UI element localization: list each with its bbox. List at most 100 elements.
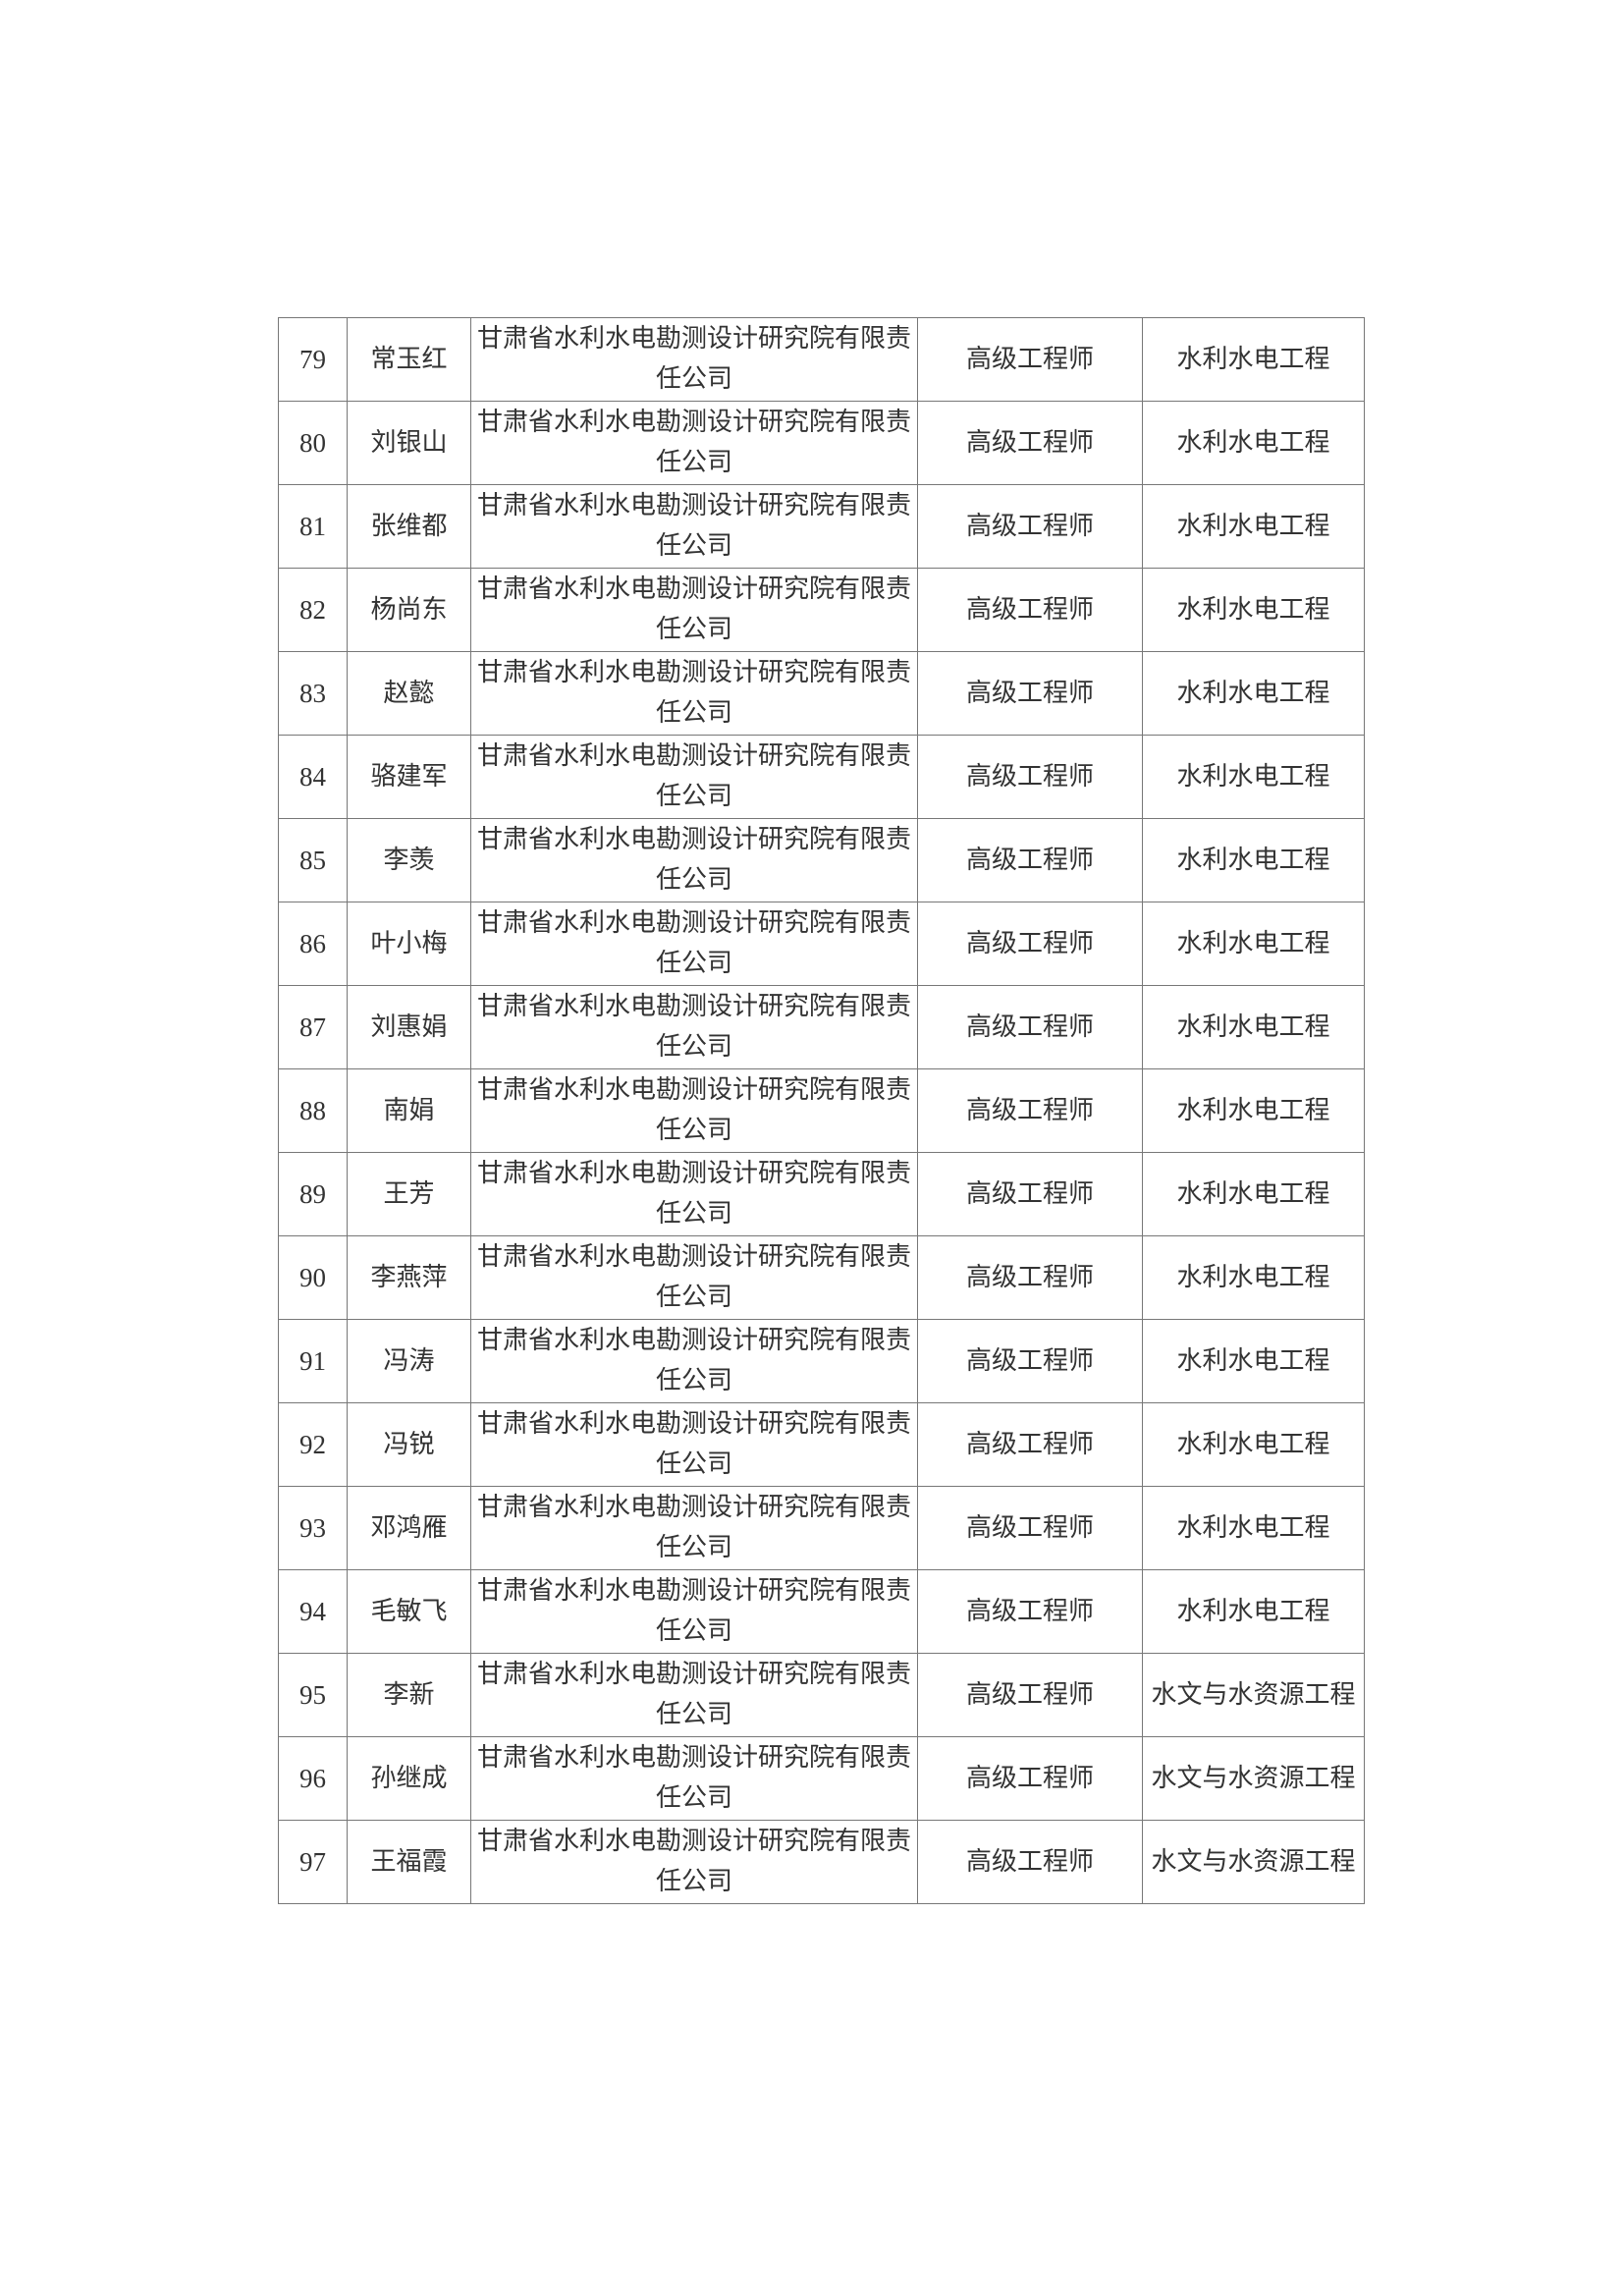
cell-major: 水利水电工程 <box>1142 985 1365 1069</box>
cell-org: 甘肃省水利水电勘测设计研究院有限责任公司 <box>470 401 918 485</box>
cell-no: 87 <box>278 985 348 1069</box>
cell-title: 高级工程师 <box>917 1736 1143 1821</box>
table-row: 92 冯锐 甘肃省水利水电勘测设计研究院有限责任公司 高级工程师 水利水电工程 <box>278 1402 1365 1487</box>
cell-name: 叶小梅 <box>347 902 471 986</box>
cell-title: 高级工程师 <box>917 1152 1143 1236</box>
table-row: 83 赵懿 甘肃省水利水电勘测设计研究院有限责任公司 高级工程师 水利水电工程 <box>278 651 1365 736</box>
cell-major: 水利水电工程 <box>1142 1152 1365 1236</box>
cell-title: 高级工程师 <box>917 568 1143 652</box>
cell-name: 王芳 <box>347 1152 471 1236</box>
cell-org: 甘肃省水利水电勘测设计研究院有限责任公司 <box>470 902 918 986</box>
cell-major: 水利水电工程 <box>1142 568 1365 652</box>
cell-major: 水文与水资源工程 <box>1142 1653 1365 1737</box>
cell-major: 水利水电工程 <box>1142 401 1365 485</box>
cell-name: 李新 <box>347 1653 471 1737</box>
cell-no: 90 <box>278 1235 348 1320</box>
cell-no: 85 <box>278 818 348 902</box>
table-row: 94 毛敏飞 甘肃省水利水电勘测设计研究院有限责任公司 高级工程师 水利水电工程 <box>278 1569 1365 1654</box>
cell-name: 南娟 <box>347 1068 471 1153</box>
cell-title: 高级工程师 <box>917 902 1143 986</box>
cell-no: 84 <box>278 735 348 819</box>
cell-name: 赵懿 <box>347 651 471 736</box>
cell-org: 甘肃省水利水电勘测设计研究院有限责任公司 <box>470 484 918 569</box>
cell-name: 杨尚东 <box>347 568 471 652</box>
cell-major: 水利水电工程 <box>1142 1235 1365 1320</box>
cell-title: 高级工程师 <box>917 735 1143 819</box>
personnel-table: 79 常玉红 甘肃省水利水电勘测设计研究院有限责任公司 高级工程师 水利水电工程 80 刘银… <box>278 317 1365 1904</box>
cell-name: 刘惠娟 <box>347 985 471 1069</box>
cell-major: 水利水电工程 <box>1142 1569 1365 1654</box>
cell-no: 96 <box>278 1736 348 1821</box>
cell-major: 水利水电工程 <box>1142 484 1365 569</box>
cell-major: 水利水电工程 <box>1142 1402 1365 1487</box>
cell-name: 孙继成 <box>347 1736 471 1821</box>
cell-no: 83 <box>278 651 348 736</box>
cell-name: 李羡 <box>347 818 471 902</box>
cell-name: 冯涛 <box>347 1319 471 1403</box>
cell-major: 水利水电工程 <box>1142 1319 1365 1403</box>
cell-title: 高级工程师 <box>917 985 1143 1069</box>
table-row: 87 刘惠娟 甘肃省水利水电勘测设计研究院有限责任公司 高级工程师 水利水电工程 <box>278 985 1365 1069</box>
cell-no: 94 <box>278 1569 348 1654</box>
cell-title: 高级工程师 <box>917 651 1143 736</box>
cell-major: 水利水电工程 <box>1142 1068 1365 1153</box>
cell-org: 甘肃省水利水电勘测设计研究院有限责任公司 <box>470 1152 918 1236</box>
cell-no: 86 <box>278 902 348 986</box>
cell-no: 88 <box>278 1068 348 1153</box>
cell-org: 甘肃省水利水电勘测设计研究院有限责任公司 <box>470 317 918 402</box>
cell-title: 高级工程师 <box>917 818 1143 902</box>
cell-org: 甘肃省水利水电勘测设计研究院有限责任公司 <box>470 1068 918 1153</box>
table-row: 82 杨尚东 甘肃省水利水电勘测设计研究院有限责任公司 高级工程师 水利水电工程 <box>278 568 1365 652</box>
cell-org: 甘肃省水利水电勘测设计研究院有限责任公司 <box>470 1319 918 1403</box>
cell-major: 水利水电工程 <box>1142 1486 1365 1570</box>
cell-name: 冯锐 <box>347 1402 471 1487</box>
cell-major: 水文与水资源工程 <box>1142 1820 1365 1904</box>
cell-org: 甘肃省水利水电勘测设计研究院有限责任公司 <box>470 1569 918 1654</box>
cell-no: 89 <box>278 1152 348 1236</box>
cell-no: 79 <box>278 317 348 402</box>
cell-name: 毛敏飞 <box>347 1569 471 1654</box>
table-row: 96 孙继成 甘肃省水利水电勘测设计研究院有限责任公司 高级工程师 水文与水资源工程 <box>278 1736 1365 1821</box>
cell-major: 水利水电工程 <box>1142 651 1365 736</box>
cell-title: 高级工程师 <box>917 1486 1143 1570</box>
cell-name: 刘银山 <box>347 401 471 485</box>
cell-org: 甘肃省水利水电勘测设计研究院有限责任公司 <box>470 651 918 736</box>
cell-org: 甘肃省水利水电勘测设计研究院有限责任公司 <box>470 1235 918 1320</box>
table-row: 90 李燕萍 甘肃省水利水电勘测设计研究院有限责任公司 高级工程师 水利水电工程 <box>278 1235 1365 1320</box>
cell-name: 常玉红 <box>347 317 471 402</box>
cell-no: 81 <box>278 484 348 569</box>
cell-org: 甘肃省水利水电勘测设计研究院有限责任公司 <box>470 568 918 652</box>
cell-no: 95 <box>278 1653 348 1737</box>
table-row: 84 骆建军 甘肃省水利水电勘测设计研究院有限责任公司 高级工程师 水利水电工程 <box>278 735 1365 819</box>
table-row: 81 张维都 甘肃省水利水电勘测设计研究院有限责任公司 高级工程师 水利水电工程 <box>278 484 1365 569</box>
table-row: 80 刘银山 甘肃省水利水电勘测设计研究院有限责任公司 高级工程师 水利水电工程 <box>278 401 1365 485</box>
cell-org: 甘肃省水利水电勘测设计研究院有限责任公司 <box>470 1736 918 1821</box>
table-row: 89 王芳 甘肃省水利水电勘测设计研究院有限责任公司 高级工程师 水利水电工程 <box>278 1152 1365 1236</box>
cell-major: 水文与水资源工程 <box>1142 1736 1365 1821</box>
table-row: 79 常玉红 甘肃省水利水电勘测设计研究院有限责任公司 高级工程师 水利水电工程 <box>278 317 1365 402</box>
table-row: 86 叶小梅 甘肃省水利水电勘测设计研究院有限责任公司 高级工程师 水利水电工程 <box>278 902 1365 986</box>
cell-title: 高级工程师 <box>917 484 1143 569</box>
cell-no: 91 <box>278 1319 348 1403</box>
cell-title: 高级工程师 <box>917 1235 1143 1320</box>
cell-no: 92 <box>278 1402 348 1487</box>
table-row: 93 邓鸿雁 甘肃省水利水电勘测设计研究院有限责任公司 高级工程师 水利水电工程 <box>278 1486 1365 1570</box>
cell-org: 甘肃省水利水电勘测设计研究院有限责任公司 <box>470 985 918 1069</box>
cell-name: 张维都 <box>347 484 471 569</box>
cell-org: 甘肃省水利水电勘测设计研究院有限责任公司 <box>470 735 918 819</box>
cell-name: 李燕萍 <box>347 1235 471 1320</box>
cell-major: 水利水电工程 <box>1142 735 1365 819</box>
table-row: 97 王福霞 甘肃省水利水电勘测设计研究院有限责任公司 高级工程师 水文与水资源工程 <box>278 1820 1365 1904</box>
cell-name: 王福霞 <box>347 1820 471 1904</box>
cell-org: 甘肃省水利水电勘测设计研究院有限责任公司 <box>470 1820 918 1904</box>
cell-title: 高级工程师 <box>917 1319 1143 1403</box>
cell-no: 93 <box>278 1486 348 1570</box>
cell-title: 高级工程师 <box>917 1569 1143 1654</box>
cell-title: 高级工程师 <box>917 1820 1143 1904</box>
cell-org: 甘肃省水利水电勘测设计研究院有限责任公司 <box>470 1653 918 1737</box>
cell-name: 邓鸿雁 <box>347 1486 471 1570</box>
cell-org: 甘肃省水利水电勘测设计研究院有限责任公司 <box>470 1402 918 1487</box>
cell-no: 80 <box>278 401 348 485</box>
cell-no: 97 <box>278 1820 348 1904</box>
cell-major: 水利水电工程 <box>1142 818 1365 902</box>
